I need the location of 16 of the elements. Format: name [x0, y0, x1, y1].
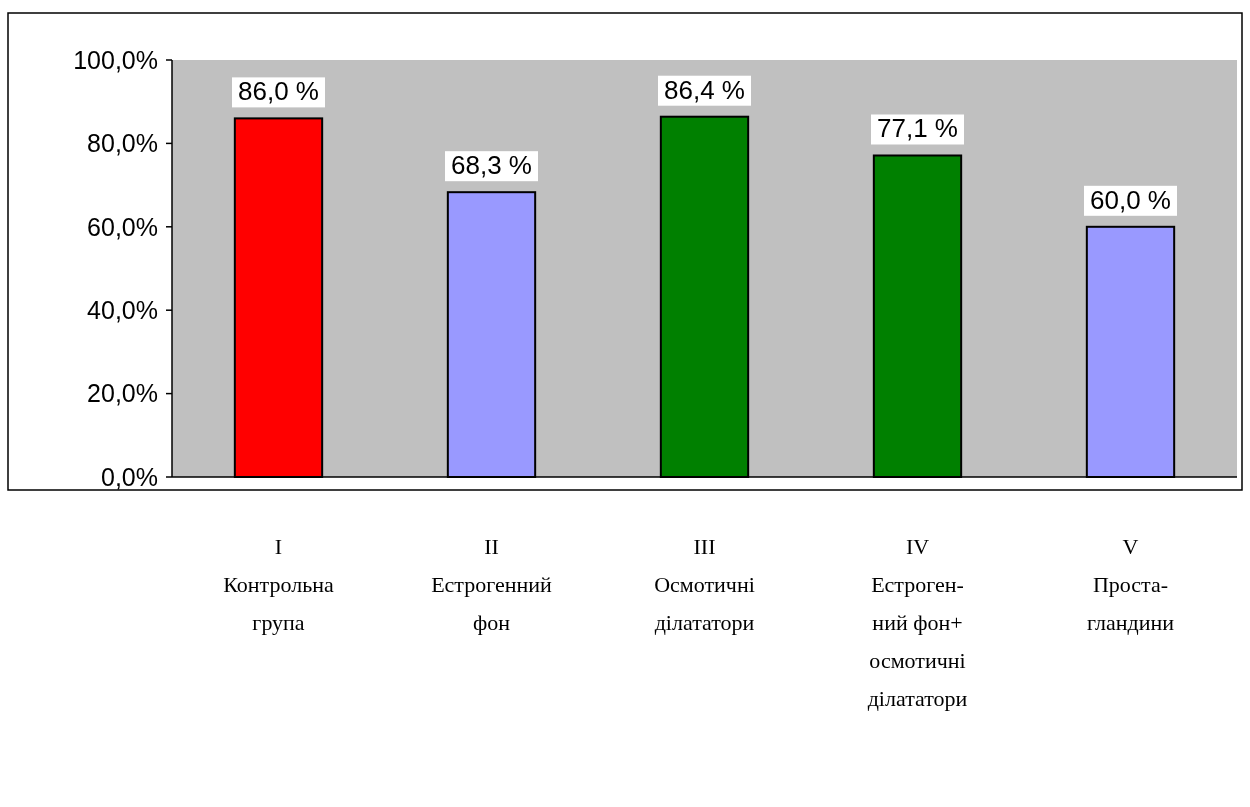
- y-tick-label: 60,0%: [87, 212, 158, 241]
- x-tick-label: IV Естроген- ний фон+ осмотичні ділататори: [867, 534, 968, 711]
- data-label: 60,0 %: [1090, 184, 1171, 215]
- x-tick-label: III Осмотичні ділататори: [654, 534, 755, 635]
- x-tick-label: II Естрогенний фон: [431, 534, 553, 635]
- y-tick-label: 100,0%: [73, 45, 158, 74]
- data-label: 86,0 %: [238, 76, 319, 107]
- x-tick-label: V Проста- гландини: [1087, 534, 1175, 635]
- y-tick-label: 80,0%: [87, 129, 158, 158]
- data-label: 86,4 %: [664, 74, 745, 105]
- y-tick-label: 0,0%: [101, 462, 158, 491]
- y-tick-label: 20,0%: [87, 379, 158, 408]
- x-tick-label: I Контрольна група: [223, 534, 334, 635]
- data-label: 77,1 %: [877, 113, 958, 144]
- y-tick-label: 40,0%: [87, 295, 158, 324]
- data-label: 68,3 %: [451, 150, 532, 181]
